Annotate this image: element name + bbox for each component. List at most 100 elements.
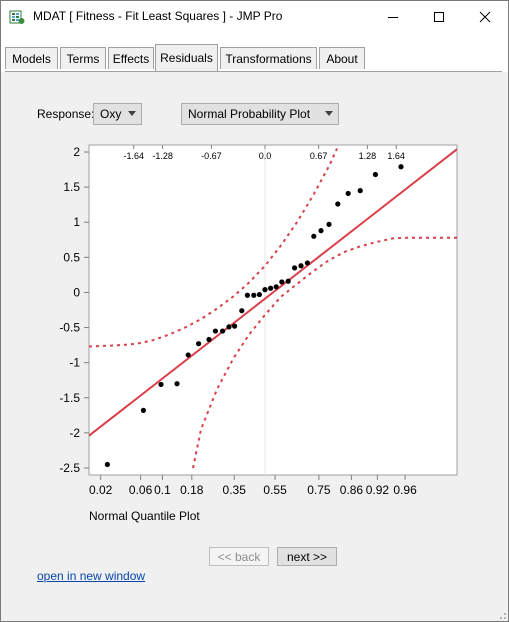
tab-label: Residuals [160, 51, 213, 65]
normal-probability-chart: 2 1.5 1 0.5 0 -0.5 -1 -1.5 -2 -2.5 -1.64 -1.28 -0.67… [59, 144, 458, 497]
top-tick-label: -1.64 [124, 151, 145, 161]
tab-residuals[interactable]: Residuals [155, 44, 218, 71]
x-tick-label: 0.75 [307, 483, 331, 497]
top-tick-label: -1.28 [152, 151, 173, 161]
residual-point [244, 292, 250, 298]
residual-point [298, 263, 304, 269]
response-select[interactable]: Oxy [93, 103, 142, 125]
residual-point [206, 336, 212, 343]
residual-point [262, 287, 268, 293]
plot-type-select[interactable]: Normal Probability Plot [181, 103, 339, 125]
tab-label: About [326, 51, 358, 66]
x-tick-label: 0.02 [89, 483, 113, 497]
residual-point [212, 328, 218, 334]
close-icon [479, 11, 491, 22]
residual-point [174, 381, 180, 387]
top-tick-label: 0.67 [310, 151, 328, 161]
response-value: Oxy [100, 107, 122, 121]
x-tick-label: 0.1 [154, 483, 171, 497]
y-tick-label: 0.5 [63, 250, 80, 264]
residual-point [251, 292, 257, 298]
residual-point [273, 284, 279, 290]
minimize-button[interactable] [370, 1, 416, 32]
plot-frame [88, 144, 458, 476]
resize-grip-icon[interactable] [497, 610, 507, 620]
residual-point [335, 201, 341, 207]
residual-point [140, 407, 146, 414]
y-tick-label: -2.5 [59, 461, 80, 475]
tab-models[interactable]: Models [5, 47, 58, 69]
residual-point [226, 324, 232, 330]
residual-point [220, 328, 226, 334]
x-tick-label: 0.55 [263, 483, 287, 497]
open-in-new-window-link[interactable]: open in new window [37, 569, 146, 583]
top-tick-label: 1.28 [359, 151, 377, 161]
y-tick-label: -1.5 [59, 391, 80, 405]
residual-point [398, 164, 404, 170]
fit-line [89, 148, 457, 437]
plot-type-value: Normal Probability Plot [188, 107, 311, 121]
residual-point [326, 221, 332, 227]
tab-transformations[interactable]: Transformations [220, 47, 317, 69]
residual-point [185, 352, 191, 358]
y-tick-label: 1.5 [63, 180, 80, 194]
top-tick-label: -0.67 [201, 151, 222, 161]
residual-point [239, 308, 245, 314]
residuals-panel: Response: Oxy Normal Probability Plot 2 1… [5, 71, 502, 612]
residual-point [311, 233, 317, 239]
y-tick-label: -0.5 [59, 321, 80, 335]
tab-label: Terms [66, 51, 100, 66]
y-tick-label: 1 [73, 215, 80, 229]
residual-point [158, 381, 164, 388]
tab-about[interactable]: About [319, 47, 365, 69]
tab-label: Effects [112, 51, 150, 66]
residual-point [372, 171, 378, 178]
tab-label: Models [12, 51, 51, 66]
minimize-icon [388, 16, 398, 18]
residual-point [285, 278, 291, 284]
y-tick-label: -2 [69, 426, 80, 440]
residual-point [104, 461, 110, 468]
x-tick-label: 0.06 [129, 483, 153, 497]
residual-point [279, 279, 285, 285]
residual-point [345, 190, 351, 197]
upper-confidence-band [89, 148, 338, 348]
residual-point [268, 285, 274, 291]
x-tick-label: 0.96 [393, 483, 417, 497]
residual-point [292, 265, 298, 271]
x-tick-label: 0.18 [180, 483, 204, 497]
plot-area [89, 148, 457, 469]
y-tick-label: 2 [73, 145, 80, 159]
response-label: Response: [37, 107, 95, 121]
top-tick-label: 0.0 [259, 151, 272, 161]
residual-point [256, 291, 262, 298]
title-bar[interactable]: MDAT [ Fitness - Fit Least Squares ] - J… [1, 1, 508, 32]
tab-label: Transformations [225, 51, 312, 66]
chevron-down-icon [128, 111, 136, 116]
residual-point [357, 188, 363, 194]
x-axis-label: Normal Quantile Plot [89, 509, 200, 523]
residual-point [232, 323, 238, 329]
top-tick-label: 1.64 [387, 151, 405, 161]
back-button[interactable]: << back [209, 547, 269, 566]
residual-point [318, 228, 324, 234]
chevron-down-icon [325, 111, 333, 116]
y-tick-label: -1 [69, 356, 80, 370]
tab-effects[interactable]: Effects [108, 47, 154, 69]
window-title: MDAT [ Fitness - Fit Least Squares ] - J… [33, 9, 283, 23]
y-tick-label: 0 [73, 285, 80, 299]
jmp-app-icon [9, 10, 25, 24]
lower-confidence-band [192, 236, 457, 469]
residual-point [304, 260, 310, 266]
x-tick-label: 0.35 [223, 483, 247, 497]
tab-terms[interactable]: Terms [60, 47, 106, 69]
maximize-button[interactable] [416, 1, 462, 32]
next-button[interactable]: next >> [277, 547, 337, 566]
x-tick-label: 0.86 [340, 483, 364, 497]
x-tick-label: 0.92 [366, 483, 390, 497]
tab-strip: Models Terms Effects Residuals Transform… [1, 32, 508, 72]
close-button[interactable] [462, 1, 508, 32]
residual-point [196, 341, 202, 347]
maximize-icon [434, 11, 444, 22]
